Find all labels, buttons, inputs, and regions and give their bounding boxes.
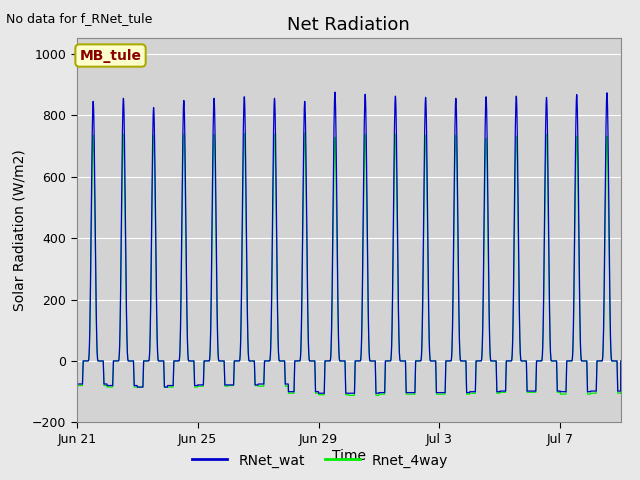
- RNet_wat: [417, 358, 424, 364]
- Y-axis label: Solar Radiation (W/m2): Solar Radiation (W/m2): [12, 150, 26, 311]
- Rnet_4way: [355, 358, 363, 364]
- Text: MB_tule: MB_tule: [79, 48, 141, 62]
- Rnet_4way: [612, 358, 620, 364]
- Rnet_4way: [301, 130, 308, 136]
- RNet_wat: [617, 358, 625, 364]
- Rnet_4way: [417, 358, 424, 364]
- RNet_wat: [315, 390, 323, 396]
- RNet_wat: [129, 358, 136, 364]
- Rnet_4way: [345, 393, 353, 398]
- Rnet_4way: [612, 358, 620, 364]
- Rnet_4way: [617, 358, 625, 364]
- RNet_wat: [593, 373, 600, 379]
- RNet_wat: [73, 381, 81, 387]
- Line: Rnet_4way: Rnet_4way: [77, 133, 621, 396]
- Legend: RNet_wat, Rnet_4way: RNet_wat, Rnet_4way: [187, 448, 453, 473]
- Rnet_4way: [73, 383, 81, 388]
- RNet_wat: [612, 358, 620, 364]
- X-axis label: Time: Time: [332, 449, 366, 463]
- Title: Net Radiation: Net Radiation: [287, 16, 410, 34]
- Rnet_4way: [593, 374, 600, 380]
- Rnet_4way: [129, 358, 136, 364]
- Text: No data for f_RNet_tule: No data for f_RNet_tule: [6, 12, 153, 25]
- Line: RNet_wat: RNet_wat: [77, 92, 621, 393]
- RNet_wat: [331, 89, 339, 95]
- RNet_wat: [355, 358, 363, 364]
- RNet_wat: [612, 358, 620, 364]
